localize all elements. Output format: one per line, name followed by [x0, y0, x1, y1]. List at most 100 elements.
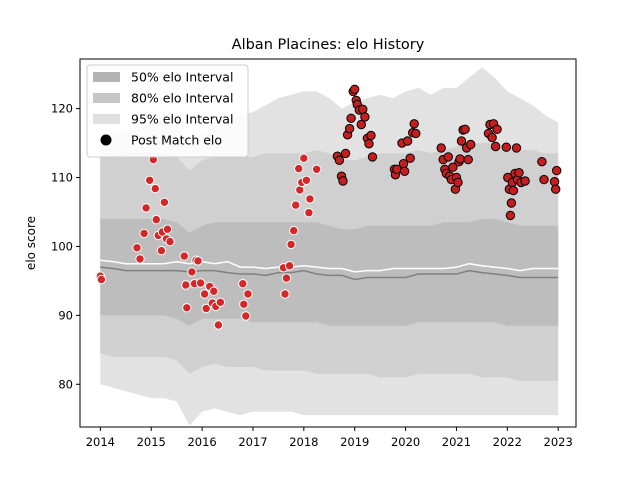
post-match-point: [514, 168, 524, 178]
post-match-point: [411, 128, 421, 139]
post-match-point: [151, 214, 162, 225]
post-match-point: [135, 254, 145, 264]
x-tick-label: 2020: [391, 435, 420, 449]
x-tick-label: 2019: [340, 435, 369, 449]
median-line: [100, 266, 559, 281]
post-match-point: [539, 174, 549, 185]
post-match-point: [356, 119, 366, 130]
post-match-point: [182, 303, 192, 313]
legend-marker: [100, 134, 112, 146]
post-match-point: [132, 243, 142, 253]
post-match-point: [358, 104, 368, 115]
post-match-point: [291, 200, 301, 210]
post-match-point: [213, 320, 224, 330]
post-match-point: [487, 132, 497, 143]
post-match-point: [209, 286, 219, 296]
post-match-point: [448, 162, 458, 172]
axes-frame: [79, 58, 577, 428]
y-tick-label: 100: [51, 239, 73, 253]
post-match-point: [520, 176, 530, 186]
post-match-point: [286, 239, 296, 250]
x-tick-label: 2014: [86, 435, 115, 449]
y-axis-ticks: 80 90 100 110 120: [51, 102, 80, 391]
legend-label: Post Match elo: [131, 133, 222, 148]
post-match-point: [193, 256, 203, 266]
post-match-point: [346, 113, 356, 124]
post-match-point: [552, 165, 562, 176]
post-match-point: [199, 289, 210, 299]
y-tick-label: 110: [51, 171, 73, 185]
post-match-point: [505, 210, 516, 221]
post-match-point: [195, 278, 206, 288]
post-match-point: [364, 139, 374, 149]
post-match-point: [460, 124, 470, 135]
post-match-point: [159, 197, 170, 208]
legend-swatch: [93, 72, 120, 82]
post-match-point: [201, 303, 211, 314]
x-tick-label: 2016: [187, 435, 216, 449]
post-match-point: [305, 194, 315, 204]
post-match-point: [463, 154, 473, 165]
post-match-point: [281, 273, 292, 283]
post-match-point: [241, 311, 251, 321]
post-match-point: [294, 163, 304, 174]
post-match-point: [289, 225, 299, 236]
post-match-point: [506, 198, 517, 208]
post-match-point: [304, 208, 314, 218]
post-match-point: [311, 164, 322, 175]
post-match-point: [456, 136, 467, 146]
post-match-point: [399, 166, 410, 177]
post-match-point: [511, 143, 522, 153]
x-tick-label: 2021: [442, 435, 471, 449]
post-match-point: [301, 175, 312, 186]
post-match-point: [187, 267, 197, 277]
x-tick-label: 2015: [137, 435, 166, 449]
mean-line: [100, 259, 559, 273]
post-match-point: [340, 148, 351, 159]
post-match-point: [239, 299, 249, 309]
post-match-point: [344, 123, 355, 134]
post-match-point: [243, 289, 253, 299]
post-match-point: [551, 184, 561, 194]
post-match-point: [492, 124, 502, 135]
post-match-point: [165, 236, 175, 247]
post-match-point: [436, 143, 446, 153]
band-50: [100, 218, 559, 326]
post-match-point: [334, 155, 345, 166]
legend-label: 95% elo Interval: [131, 112, 233, 127]
post-match-point: [162, 224, 173, 234]
post-match-point: [501, 142, 511, 152]
y-tick-label: 120: [51, 102, 73, 116]
post-match-point: [145, 175, 155, 186]
elo-lines: [100, 259, 559, 281]
y-tick-label: 90: [58, 308, 73, 322]
post-match-point: [443, 152, 453, 162]
post-match-point: [453, 177, 463, 188]
post-match-point: [466, 139, 476, 150]
post-match-point: [215, 297, 226, 307]
chart-title: Alban Placines: elo History: [232, 37, 425, 53]
post-match-point: [299, 153, 309, 163]
post-match-points: [95, 84, 562, 330]
post-match-point: [150, 183, 161, 194]
post-match-point: [181, 280, 191, 290]
x-tick-label: 2023: [544, 435, 573, 449]
post-match-point: [366, 130, 376, 141]
post-match-point: [350, 84, 360, 95]
legend: 50% elo Interval 80% elo Interval 95% elo …: [86, 64, 249, 158]
post-match-point: [360, 112, 370, 122]
post-match-point: [284, 261, 295, 271]
x-tick-label: 2017: [238, 435, 267, 449]
post-match-point: [139, 228, 149, 239]
x-axis-ticks: 2014 2015 2016 2017 2018 2019 2020 2021 2022 2023: [86, 427, 573, 449]
legend-box: [86, 64, 249, 158]
post-match-point: [537, 157, 547, 167]
post-match-point: [409, 119, 419, 129]
post-match-point: [179, 251, 190, 261]
legend-swatch: [93, 114, 120, 124]
legend-swatch: [93, 93, 120, 103]
post-match-point: [405, 153, 415, 163]
post-match-point: [96, 274, 107, 285]
post-match-point: [141, 203, 151, 213]
